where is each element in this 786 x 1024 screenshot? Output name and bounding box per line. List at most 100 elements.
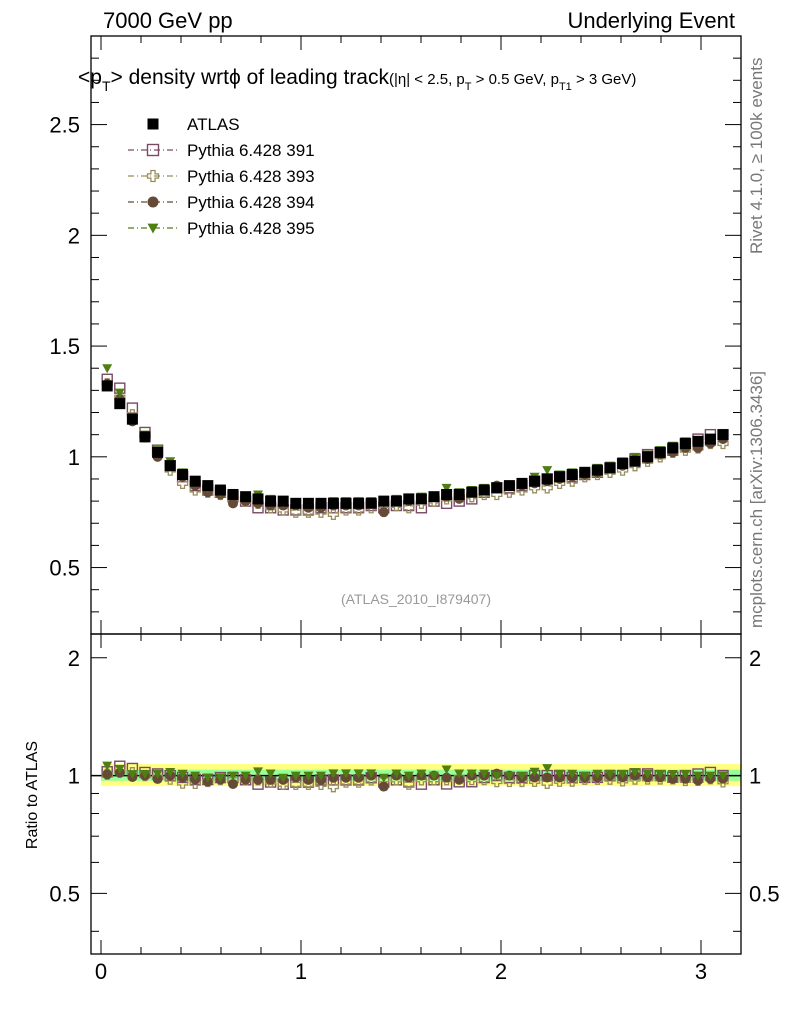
ratio-point [416, 769, 427, 779]
ratio-point [642, 769, 653, 779]
legend-marker [146, 169, 160, 183]
x-tick-label: 1 [295, 959, 307, 984]
ratio-tick-label-left: 1 [68, 764, 80, 789]
ratio-point [693, 771, 703, 781]
main-data-series [101, 364, 729, 521]
data-point [591, 464, 603, 476]
data-point [617, 457, 629, 469]
legend-marker [147, 223, 159, 234]
ratio-point [529, 767, 540, 777]
data-point [629, 455, 641, 467]
chart-title: <pT> density wrtϕ of leading track(|η| <… [78, 66, 636, 94]
ratio-point [265, 769, 276, 779]
data-point [126, 402, 139, 414]
axis-tick-labels: 0 1 2 3 0.5 1 1.5 2 2.5 0.5 0.5 1 1 2 2 [49, 113, 779, 984]
data-point [503, 480, 515, 492]
data-point [466, 486, 478, 498]
header-right-label: Underlying Event [567, 8, 735, 33]
data-point [415, 493, 427, 505]
data-point [541, 473, 553, 485]
data-point [277, 495, 289, 507]
ratio-point [316, 771, 326, 781]
data-point [403, 493, 415, 505]
legend-marker [146, 143, 160, 157]
ratio-axis-label: Ratio to ATLAS [24, 741, 41, 849]
ratio-point [228, 771, 238, 781]
ratio-point [479, 769, 490, 779]
data-point [542, 466, 553, 476]
ratio-point [441, 772, 452, 783]
data-point [679, 438, 691, 450]
ratio-point [140, 770, 150, 780]
ratio-point [152, 773, 163, 784]
ratio-point [491, 775, 503, 788]
ratio-plot-frame [90, 633, 742, 955]
ratio-point [491, 771, 502, 781]
data-point [176, 477, 189, 490]
y-tick-label: 2 [68, 223, 80, 248]
ratio-point [228, 778, 238, 789]
data-point [667, 442, 679, 454]
ratio-point [341, 769, 351, 779]
ratio-point [504, 771, 515, 781]
ratio-point [529, 772, 540, 783]
ratio-point [617, 769, 628, 779]
data-point [189, 475, 201, 487]
y-tick-label: 0.5 [49, 556, 80, 581]
y-tick-label: 1.5 [49, 334, 80, 359]
data-point [290, 506, 302, 518]
ratio-tick-label-right: 1 [749, 764, 761, 789]
ratio-point [630, 768, 640, 778]
header-left-label: 7000 GeV pp [103, 8, 233, 33]
analysis-watermark: (ATLAS_2010_I879407) [341, 591, 491, 607]
ratio-point [454, 769, 465, 779]
data-point [265, 495, 277, 507]
data-point [378, 495, 390, 507]
data-point [365, 497, 377, 509]
data-point [139, 431, 151, 443]
ratio-data-series [101, 760, 729, 793]
data-point [228, 498, 238, 509]
data-point [214, 484, 226, 496]
y-tick-label: 2.5 [49, 113, 80, 138]
ratio-point [667, 769, 678, 779]
ratio-point [378, 773, 389, 783]
ratio-point [466, 769, 477, 779]
x-tick-label: 0 [95, 959, 107, 984]
data-point [579, 466, 591, 478]
data-point [604, 462, 616, 474]
ratio-point [517, 771, 527, 781]
mcplots-label: mcplots.cern.ch [arXiv:1306.3436] [747, 371, 766, 628]
ratio-point [253, 774, 263, 785]
data-point [478, 484, 490, 496]
ratio-point [592, 769, 603, 779]
ratio-point [253, 767, 263, 777]
ratio-point [605, 769, 615, 779]
data-point [541, 482, 553, 494]
data-point [126, 413, 138, 425]
ratio-point [567, 769, 578, 779]
ratio-tick-label-left: 0.5 [49, 881, 80, 906]
data-point [302, 497, 314, 509]
ratio-point [718, 771, 728, 781]
data-point [566, 469, 578, 481]
data-point [692, 435, 704, 447]
legend-label: ATLAS [187, 115, 240, 134]
x-tick-label: 3 [695, 959, 707, 984]
data-point [403, 502, 415, 514]
ratio-point [202, 773, 213, 783]
ratio-point [378, 781, 389, 792]
data-point [114, 398, 126, 410]
ratio-point [177, 769, 188, 779]
ratio-tick-label-right: 2 [749, 646, 761, 671]
data-point [152, 446, 164, 458]
ratio-point [366, 769, 377, 779]
ratio-point [190, 771, 201, 781]
axis-ticks [91, 36, 742, 954]
ratio-point [152, 769, 163, 779]
data-point [315, 497, 327, 509]
data-point [704, 433, 716, 445]
ratio-point [240, 771, 251, 781]
